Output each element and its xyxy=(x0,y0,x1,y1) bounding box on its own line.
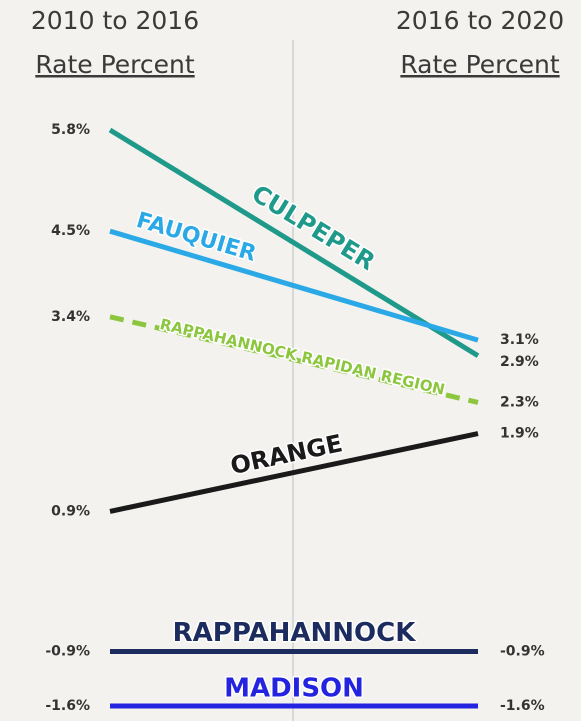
slope-line xyxy=(109,431,479,514)
right-value-label: 1.9% xyxy=(500,426,539,442)
series-label: RAPPAHANNOCK xyxy=(173,618,417,648)
left-value-label: 3.4% xyxy=(51,309,90,325)
right-value-label: 3.1% xyxy=(500,332,539,348)
right-value-label: 2.3% xyxy=(500,394,539,410)
left-value-label: 5.8% xyxy=(51,122,90,138)
right-value-label: 2.9% xyxy=(500,354,539,370)
right-period: 2016 to 2020 xyxy=(396,6,564,35)
left-value-label: 4.5% xyxy=(51,223,90,239)
right-value-label: -0.9% xyxy=(500,644,545,660)
left-period: 2010 to 2016 xyxy=(31,6,199,35)
slope-line xyxy=(109,314,479,405)
right-value-label: -1.6% xyxy=(500,698,545,714)
left-header-label: Rate Percent xyxy=(35,50,195,79)
left-value-label: -1.6% xyxy=(45,698,90,714)
left-value-label: 0.9% xyxy=(51,503,90,519)
slope-line xyxy=(109,228,479,343)
series-label: MADISON xyxy=(224,674,364,704)
right-header-label: Rate Percent xyxy=(400,50,560,79)
left-value-label: -0.9% xyxy=(45,644,90,660)
slope-line xyxy=(108,127,480,358)
